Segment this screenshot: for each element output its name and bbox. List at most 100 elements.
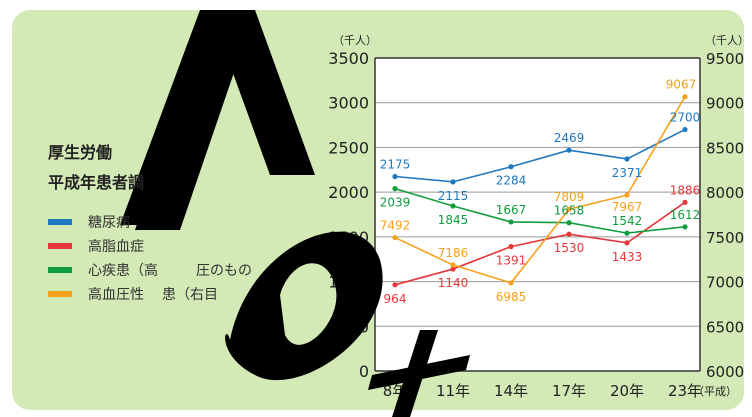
y-left-tick-label: 3500 — [328, 49, 369, 68]
data-label: 1530 — [554, 241, 585, 255]
x-axis-suffix: （平成） — [693, 385, 737, 398]
legend-swatch-diabetes — [48, 219, 72, 225]
watermark — [120, 10, 470, 417]
x-tick-label: 17年 — [552, 382, 586, 400]
data-point — [508, 164, 514, 170]
y-right-tick-label: 7500 — [706, 229, 744, 247]
data-point — [566, 231, 572, 237]
data-label: 1845 — [438, 213, 469, 227]
data-label: 7967 — [612, 200, 643, 214]
legend-swatch-hyperlipidemia — [48, 243, 72, 249]
y-left-tick-label: 3000 — [328, 94, 369, 113]
series-line — [394, 128, 686, 183]
data-label: 2039 — [380, 196, 411, 210]
data-label: 1658 — [554, 204, 585, 218]
data-point — [566, 206, 572, 212]
data-label: 6985 — [496, 290, 527, 304]
data-label: 2175 — [380, 157, 411, 171]
series-line — [394, 201, 686, 286]
legend-swatch-hypertension — [48, 291, 72, 297]
x-tick-label: 23年 — [668, 382, 702, 400]
data-point — [392, 282, 398, 288]
legend-item-diabetes: 糖尿病 — [48, 210, 252, 234]
y-right-unit: （千人） — [705, 34, 749, 47]
data-label: 1612 — [670, 208, 701, 222]
series-line — [394, 96, 686, 284]
data-point — [450, 179, 456, 185]
watermark-stroke — [225, 231, 383, 381]
watermark-stroke — [135, 55, 240, 230]
x-tick-label: 11年 — [436, 382, 470, 400]
data-label: 1667 — [496, 203, 527, 217]
legend-label-diabetes: 糖尿病 — [88, 215, 130, 231]
legend-swatch-heart-disease — [48, 267, 72, 273]
chart-side-title: 厚生労働 平成年患者調 — [48, 138, 144, 198]
data-point — [450, 266, 456, 272]
y-left-tick-label: 2500 — [328, 138, 369, 157]
y-left-tick-label: 0 — [359, 362, 369, 381]
data-point — [566, 147, 572, 153]
side-title-line1: 厚生労働 — [48, 143, 113, 162]
data-label: 7186 — [438, 246, 469, 260]
legend-item-heart-disease: 心疾患（高 圧のもの — [48, 258, 252, 282]
y-right-tick-label: 8000 — [706, 184, 744, 202]
data-label: 2700 — [670, 111, 701, 125]
data-point — [508, 244, 514, 250]
data-point — [624, 230, 630, 236]
legend-label-hyperlipidemia: 高脂血症 — [88, 239, 144, 255]
data-label: 9067 — [666, 78, 697, 92]
data-label: 2284 — [496, 174, 527, 188]
side-title-line2: 平成 — [48, 173, 81, 192]
data-point — [682, 126, 688, 133]
data-label: 7492 — [380, 219, 411, 233]
data-point — [392, 173, 398, 180]
data-point — [450, 262, 456, 268]
data-label: 1140 — [438, 276, 469, 290]
data-label: 2371 — [612, 166, 643, 180]
legend-label-heart-disease-tail: 圧のもの — [196, 263, 252, 279]
data-point — [508, 219, 514, 225]
legend-label-hypertension-tail: 患（右目 — [162, 287, 218, 303]
plot-area — [375, 58, 700, 371]
y-right-tick-label: 9000 — [706, 95, 744, 113]
data-label: 2469 — [554, 131, 585, 145]
data-label: 1391 — [496, 254, 527, 268]
watermark-stroke — [210, 10, 315, 175]
y-left-tick-label: 2000 — [328, 183, 369, 202]
data-point — [624, 156, 630, 162]
watermark-stroke — [368, 355, 470, 390]
data-point — [566, 220, 572, 226]
data-label: 1886 — [670, 183, 701, 197]
data-point — [682, 94, 688, 100]
data-point — [624, 192, 630, 198]
data-label: 7809 — [554, 190, 585, 204]
data-point — [682, 199, 688, 205]
data-point — [508, 280, 514, 286]
data-label: 1542 — [612, 214, 643, 228]
y-right-tick-label: 8500 — [706, 139, 744, 157]
legend-item-hypertension: 高血圧性 患（右目 — [48, 282, 252, 306]
y-right-tick-label: 9500 — [706, 50, 744, 68]
legend-item-hyperlipidemia: 高脂血症 — [48, 234, 252, 258]
data-label: 2115 — [438, 189, 469, 203]
data-point — [392, 234, 398, 241]
series-line — [394, 187, 686, 234]
y-right-tick-label: 6000 — [706, 363, 744, 381]
data-point — [682, 224, 688, 230]
data-point — [450, 203, 456, 209]
x-tick-label: 20年 — [610, 382, 644, 400]
x-tick-label: 14年 — [494, 382, 528, 400]
data-label: 964 — [384, 292, 407, 306]
legend: 糖尿病 高脂血症 心疾患（高 圧のもの 高血圧性 患（右目 — [48, 210, 252, 306]
side-title-line2-tail: 年患者調 — [80, 173, 145, 192]
y-right-tick-label: 7000 — [706, 274, 744, 292]
legend-label-hypertension: 高血圧性 — [88, 287, 144, 303]
y-left-unit: （千人） — [333, 34, 377, 47]
data-point — [624, 240, 630, 246]
y-right-tick-label: 6500 — [706, 318, 744, 336]
legend-label-heart-disease: 心疾患（高 — [88, 263, 158, 279]
data-label: 1433 — [612, 250, 643, 264]
data-point — [392, 186, 398, 192]
